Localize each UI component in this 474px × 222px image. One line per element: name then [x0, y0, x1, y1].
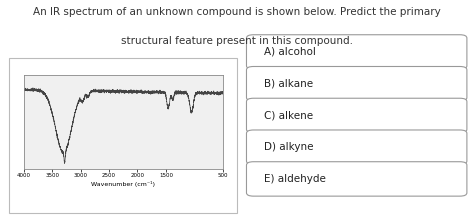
Text: A) alcohol: A) alcohol — [264, 47, 316, 57]
Text: An IR spectrum of an unknown compound is shown below. Predict the primary: An IR spectrum of an unknown compound is… — [33, 7, 441, 17]
Text: structural feature present in this compound.: structural feature present in this compo… — [121, 36, 353, 46]
Text: C) alkene: C) alkene — [264, 110, 313, 121]
Text: B) alkane: B) alkane — [264, 79, 313, 89]
X-axis label: Wavenumber (cm⁻¹): Wavenumber (cm⁻¹) — [91, 181, 155, 187]
Text: D) alkyne: D) alkyne — [264, 142, 313, 152]
Text: E) aldehyde: E) aldehyde — [264, 174, 326, 184]
